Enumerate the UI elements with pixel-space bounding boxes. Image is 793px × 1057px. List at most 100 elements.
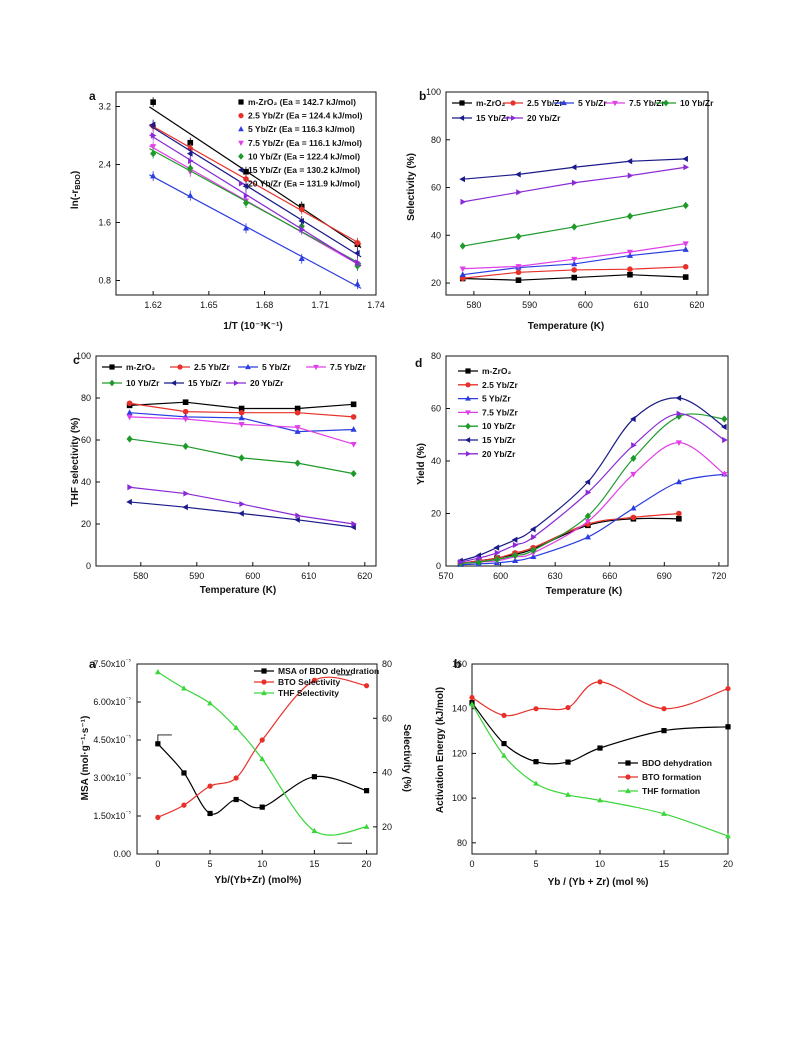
x-tick-label: 600 xyxy=(578,300,593,310)
data-point xyxy=(682,241,689,248)
data-point xyxy=(350,426,357,432)
y-axis-title: Selectivity (%) xyxy=(406,153,417,221)
data-point xyxy=(350,469,357,478)
data-point xyxy=(676,510,682,517)
legend-label: 20 Yb/Zr (Ea = 131.9 kJ/mol) xyxy=(248,179,360,189)
data-point xyxy=(597,797,603,803)
fit-line xyxy=(149,124,362,258)
data-point xyxy=(126,400,133,407)
x-tick-label: 20 xyxy=(723,859,733,869)
y-tick-label: 80 xyxy=(431,135,441,145)
data-point xyxy=(625,774,631,780)
data-point xyxy=(261,668,267,674)
y-tick-label: 60 xyxy=(431,404,441,414)
panel-a-msa: a Yb/(Yb+Zr) (mol%) MSA (mol·g⁻¹·s⁻¹) Se… xyxy=(80,657,412,886)
data-point xyxy=(294,459,301,467)
legend-label: 5 Yb/Zr xyxy=(578,98,607,108)
data-point xyxy=(682,264,689,270)
data-point xyxy=(298,217,304,225)
data-point xyxy=(237,167,244,173)
x-tick-label: 600 xyxy=(493,571,508,581)
data-point xyxy=(465,410,471,416)
series-curve xyxy=(157,676,367,818)
data-point xyxy=(294,409,301,416)
legend-label: 20 Yb/Zr xyxy=(482,449,516,459)
data-point xyxy=(459,242,466,250)
data-point xyxy=(126,498,132,506)
data-point xyxy=(529,526,536,533)
y-axis-title-end: ) xyxy=(70,171,81,174)
data-point xyxy=(242,199,250,207)
data-point xyxy=(571,260,578,267)
data-point xyxy=(597,679,603,685)
legend-label: m-ZrO₂ xyxy=(126,362,156,372)
data-point xyxy=(663,99,669,107)
data-point xyxy=(155,814,161,820)
data-point xyxy=(465,368,471,374)
plot-frame xyxy=(115,91,377,296)
x-axis-title: Temperature (K) xyxy=(528,321,605,332)
data-point xyxy=(181,802,187,808)
data-point xyxy=(259,737,265,743)
x-tick-label: 620 xyxy=(357,571,372,581)
data-point xyxy=(351,520,357,528)
plot-frame xyxy=(95,355,377,567)
y-axis-title: MSA (mol·g⁻¹·s⁻¹) xyxy=(80,716,91,801)
data-point xyxy=(469,701,475,707)
data-point xyxy=(459,271,466,277)
x-tick-label: 660 xyxy=(602,571,617,581)
x-tick-label: 0 xyxy=(155,859,160,869)
x-tick-label: 5 xyxy=(533,859,538,869)
data-point xyxy=(311,827,318,834)
data-point xyxy=(150,144,157,150)
data-point xyxy=(243,168,249,175)
data-point xyxy=(155,669,161,675)
data-point xyxy=(150,99,156,105)
y-tick-label: 1.6 xyxy=(98,218,111,228)
data-point xyxy=(571,274,578,281)
data-point xyxy=(721,415,728,423)
data-point xyxy=(238,405,245,412)
legend-label: 15 Yb/Zr xyxy=(476,113,510,123)
y-tick-label: 140 xyxy=(452,704,467,714)
x-tick-label: 10 xyxy=(257,859,267,869)
data-point xyxy=(721,423,727,430)
data-point xyxy=(565,704,571,711)
data-point xyxy=(512,557,519,563)
series-curve xyxy=(471,702,729,765)
data-point xyxy=(571,267,578,273)
data-point xyxy=(294,428,301,434)
panel-letter: a xyxy=(89,89,96,103)
data-point xyxy=(186,150,193,157)
x-tick-label: 1.62 xyxy=(144,300,162,310)
data-point xyxy=(238,422,245,428)
data-point xyxy=(585,489,592,496)
data-point xyxy=(493,544,500,551)
data-point xyxy=(627,271,633,278)
data-point xyxy=(242,183,249,190)
series-curve xyxy=(460,517,679,564)
data-point xyxy=(465,450,472,457)
y-tick-label: 0.8 xyxy=(98,276,111,286)
data-point xyxy=(661,728,667,734)
data-point xyxy=(311,677,317,683)
series-curve xyxy=(460,512,679,564)
data-point xyxy=(565,759,571,765)
data-point xyxy=(630,504,637,511)
data-point xyxy=(243,192,250,199)
y2-tick-label: 60 xyxy=(382,713,392,723)
data-point xyxy=(294,405,301,412)
data-point xyxy=(127,484,133,491)
data-point xyxy=(243,176,249,182)
data-point xyxy=(170,380,177,386)
y2-axis-title: Selectivity (%) xyxy=(401,724,412,792)
data-point xyxy=(469,694,475,701)
data-point xyxy=(725,724,731,730)
data-point xyxy=(627,266,633,273)
y-tick-label: 60 xyxy=(431,183,441,193)
x-tick-label: 570 xyxy=(438,571,453,581)
data-point xyxy=(363,823,370,829)
data-point xyxy=(182,416,189,423)
data-point xyxy=(261,679,267,685)
data-point xyxy=(530,553,537,560)
